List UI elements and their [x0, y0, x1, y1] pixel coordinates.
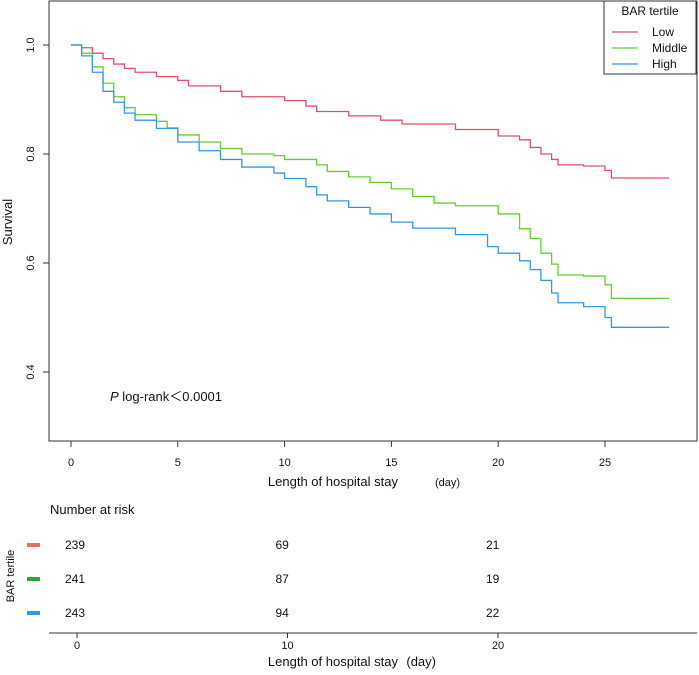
risk-table: Number at risk BAR tertile 239 69 21 241 87 1… — [5, 502, 697, 669]
x-tick-label: 25 — [599, 457, 611, 469]
risk-x-axis-unit: (day) — [406, 654, 436, 669]
risk-value: 243 — [65, 606, 85, 620]
risk-x-axis: 0 10 20 — [74, 633, 504, 652]
legend-label-middle: Middle — [652, 41, 688, 55]
legend-title: BAR tertile — [621, 4, 679, 18]
risk-value: 239 — [65, 538, 85, 552]
x-tick-label: 10 — [278, 457, 290, 469]
pvalue-annotation: P log-rank＜0.0001 — [110, 389, 222, 404]
risk-row-swatch — [27, 577, 40, 581]
risk-table-side-label: BAR tertile — [5, 550, 17, 603]
risk-value: 22 — [486, 606, 500, 620]
pvalue-italic-p: P — [110, 389, 119, 404]
risk-row-swatch — [27, 611, 40, 615]
risk-rows: 239 69 21 241 87 19 243 94 22 — [27, 538, 500, 620]
y-tick-label: 0.4 — [25, 364, 37, 379]
risk-value: 19 — [486, 572, 500, 586]
y-axis-title: Survival — [0, 199, 15, 245]
y-axis: 0.4 0.6 0.8 1.0 — [25, 37, 49, 380]
legend-label-high: High — [652, 57, 677, 71]
y-tick-label: 0.8 — [25, 146, 37, 161]
pvalue-text: log-rank＜0.0001 — [119, 389, 222, 404]
risk-value: 21 — [486, 538, 500, 552]
x-axis-title: Length of hospital stay — [268, 474, 399, 489]
risk-x-tick-label: 20 — [492, 640, 504, 652]
x-axis-title-text: Length of hospital stay — [268, 474, 399, 489]
plot-frame — [48, 0, 698, 442]
x-tick-label: 5 — [175, 457, 181, 469]
survival-plot: 0.4 0.6 0.8 1.0 0 5 10 15 20 25 Survival Length … — [0, 0, 698, 489]
risk-x-axis-title: Length of hospital stay — [268, 654, 399, 669]
curve-low — [71, 44, 670, 179]
survival-curves — [71, 44, 670, 328]
x-tick-label: 0 — [68, 457, 74, 469]
legend-items: Low Middle High — [612, 25, 688, 71]
risk-x-tick-label: 0 — [74, 640, 80, 652]
risk-table-title: Number at risk — [50, 502, 135, 517]
x-tick-label: 20 — [492, 457, 504, 469]
x-axis: 0 5 10 15 20 25 — [68, 441, 611, 469]
curve-high — [71, 44, 670, 328]
x-tick-label: 15 — [385, 457, 397, 469]
risk-value: 241 — [65, 572, 85, 586]
y-tick-label: 0.6 — [25, 255, 37, 270]
risk-row-swatch — [27, 543, 40, 547]
x-axis-unit: (day) — [435, 477, 460, 489]
risk-x-tick-label: 10 — [281, 640, 293, 652]
risk-value: 87 — [276, 572, 290, 586]
curve-middle — [71, 44, 670, 300]
legend: BAR tertile Low Middle High — [603, 0, 697, 75]
legend-label-low: Low — [652, 25, 674, 39]
y-tick-label: 1.0 — [25, 37, 37, 52]
risk-value: 69 — [276, 538, 290, 552]
risk-value: 94 — [276, 606, 290, 620]
legend-box — [603, 0, 697, 75]
